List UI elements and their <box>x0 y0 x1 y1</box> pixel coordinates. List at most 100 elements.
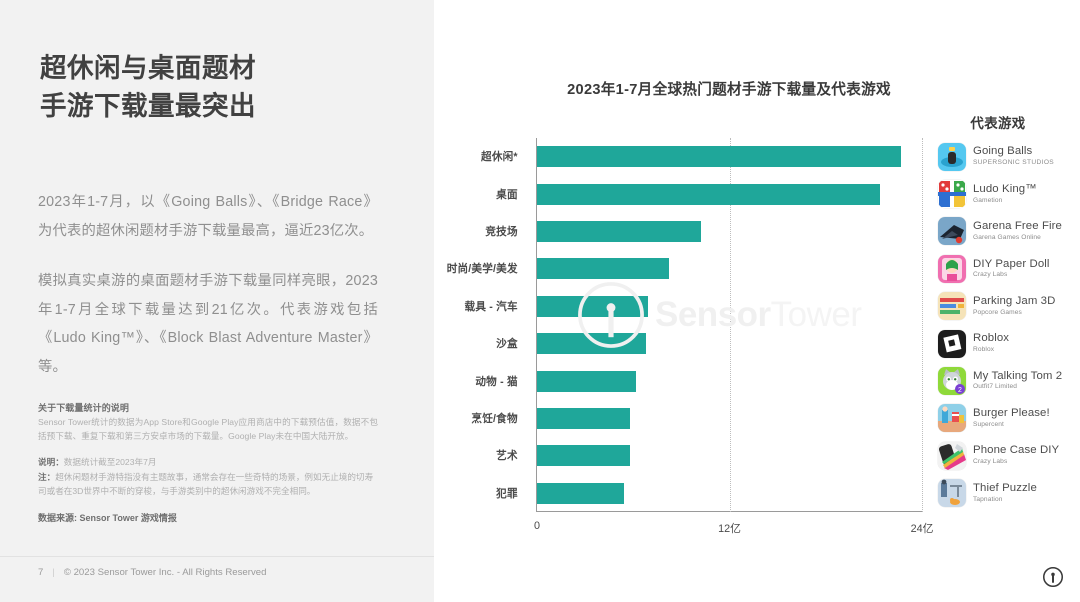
game-meta: Burger Please! Supercent <box>973 407 1050 430</box>
game-publisher: Gametion <box>973 196 1003 204</box>
game-name: DIY Paper Doll <box>973 257 1050 270</box>
chart-title: 2023年1-7月全球热门题材手游下载量及代表游戏 <box>567 82 891 98</box>
games-panel-title: 代表游戏 <box>970 116 1026 131</box>
footnote-heading: 关于下载量统计的说明 <box>38 403 130 413</box>
game-publisher: Outfit7 Limited <box>973 383 1018 391</box>
x-axis-tick-label: 12亿 <box>718 523 741 535</box>
bar <box>537 370 637 392</box>
game-name: Burger Please! <box>973 407 1050 420</box>
game-name: Going Balls <box>973 145 1033 158</box>
game-publisher: Popcore Games <box>973 308 1022 316</box>
footnote-spacer <box>38 444 378 455</box>
games-list: Going Balls SUPERSONIC STUDIOS Ludo King™ G… <box>938 138 1080 512</box>
game-meta: Ludo King™ Gametion <box>973 183 1037 206</box>
bar-row: 沙盒 <box>496 325 922 362</box>
bar-category-label: 艺术 <box>496 450 518 463</box>
game-name: Ludo King™ <box>973 182 1037 195</box>
my-talking-tom-2-icon: 2 <box>938 367 966 396</box>
sensor-tower-logo-icon <box>1042 566 1064 588</box>
headline-line-1: 超休闲与桌面题材 <box>40 53 256 83</box>
svg-text:2: 2 <box>958 387 962 394</box>
bar-row: 时尚/美学/美发 <box>447 250 922 287</box>
bar-category-label: 竞技场 <box>485 225 518 238</box>
going-balls-icon <box>938 142 966 171</box>
summary-paragraph-2: 模拟真实桌游的桌面题材手游下载量同样亮眼，2023年1-7月全球下载量达到21亿… <box>38 273 378 375</box>
game-list-item[interactable]: DIY Paper Doll Crazy Labs <box>938 250 1080 287</box>
game-meta: Roblox Roblox <box>973 332 1009 355</box>
footnote-line-1-text: 数据统计截至2023年7月 <box>63 457 157 468</box>
game-meta: Garena Free Fire Garena Games Online <box>973 220 1062 243</box>
bar-category-label: 时尚/美学/美发 <box>446 263 518 276</box>
bar <box>537 445 631 467</box>
game-list-item[interactable]: Going Balls SUPERSONIC STUDIOS <box>938 138 1080 175</box>
bar <box>537 258 669 280</box>
game-meta: Thief Puzzle Tapnation <box>973 482 1037 505</box>
parking-jam-3d-icon <box>938 292 966 321</box>
footer: 7 | © 2023 Sensor Tower Inc. - All Right… <box>38 567 266 578</box>
game-list-item[interactable]: Roblox Roblox <box>938 325 1080 362</box>
game-name: Parking Jam 3D <box>973 294 1056 307</box>
game-publisher: Crazy Labs <box>973 458 1008 466</box>
bar-category-label: 动物 - 猫 <box>475 375 518 388</box>
game-publisher: Tapnation <box>973 495 1003 503</box>
bar-category-label: 犯罪 <box>496 487 518 500</box>
bar-row: 超休闲* <box>481 138 922 175</box>
bar <box>537 220 701 242</box>
game-name: Garena Free Fire <box>973 220 1062 233</box>
footnotes-block: 关于下载量统计的说明 Sensor Tower统计的数据为App Store和G… <box>38 401 378 524</box>
game-publisher: SUPERSONIC STUDIOS <box>973 159 1055 167</box>
x-axis-tick-label: 0 <box>533 520 541 532</box>
game-list-item[interactable]: Phone Case DIY Crazy Labs <box>938 437 1080 474</box>
footer-divider <box>0 556 434 557</box>
game-list-item[interactable]: Parking Jam 3D Popcore Games <box>938 288 1080 325</box>
game-list-item[interactable]: 2 My Talking Tom 2 Outfit7 Limited <box>938 362 1080 399</box>
burger-please-icon <box>938 404 966 433</box>
summary-paragraph-1: 2023年1-7月，以《Going Balls》、《Bridge Race》为代… <box>38 194 378 239</box>
diy-paper-doll-icon <box>938 254 966 283</box>
bar <box>537 407 631 429</box>
bar-row: 犯罪 <box>496 475 922 512</box>
bar-row: 桌面 <box>496 175 922 212</box>
game-name: Thief Puzzle <box>973 481 1037 494</box>
game-name: My Talking Tom 2 <box>973 369 1063 382</box>
bar <box>537 482 624 504</box>
game-list-item[interactable]: Thief Puzzle Tapnation <box>938 475 1080 512</box>
footnote-line-1: 说明：数据统计截至2023年7月 <box>38 455 378 469</box>
summary-text: 2023年1-7月，以《Going Balls》、《Bridge Race》为代… <box>38 188 378 382</box>
phone-case-diy-icon <box>938 441 966 470</box>
bar-row: 竞技场 <box>485 213 922 250</box>
game-list-item[interactable]: Garena Free Fire Garena Games Online <box>938 213 1080 250</box>
bar-category-label: 载具 - 汽车 <box>464 300 518 313</box>
bar-category-label: 沙盒 <box>496 338 518 351</box>
bar-category-label: 桌面 <box>496 188 518 201</box>
bar-row: 艺术 <box>496 437 922 474</box>
page-number: 7 <box>38 567 44 578</box>
game-list-item[interactable]: Ludo King™ Gametion <box>938 175 1080 212</box>
footnote-line-2-text: 超休闲题材手游特指没有主题故事，通常会存在一些奇特的场景，例如无止境的切寿司或者… <box>38 471 374 497</box>
y-axis-line <box>536 138 538 512</box>
copyright-text: © 2023 Sensor Tower Inc. - All Rights Re… <box>63 567 267 578</box>
footnote-line-2: 注：超休闲题材手游特指没有主题故事，通常会存在一些奇特的场景，例如无止境的切寿司… <box>38 470 378 499</box>
game-publisher: Roblox <box>973 346 995 354</box>
bar <box>537 183 881 205</box>
footnote-line-2-label: 注： <box>38 471 56 482</box>
chart-games-separator <box>922 138 923 512</box>
footnote-line-1-label: 说明： <box>38 457 64 468</box>
footnote-body: Sensor Tower统计的数据为App Store和Google Play应… <box>38 417 378 442</box>
roblox-icon <box>938 329 966 358</box>
bar <box>537 333 647 355</box>
bar-row: 烹饪/食物 <box>471 400 922 437</box>
game-publisher: Supercent <box>973 420 1004 428</box>
bar-row: 载具 - 汽车 <box>465 288 922 325</box>
bar-category-label: 超休闲* <box>481 151 518 164</box>
bar <box>537 146 902 168</box>
game-list-item[interactable]: Burger Please! Supercent <box>938 400 1080 437</box>
x-axis-line <box>536 511 922 512</box>
game-name: Roblox <box>973 332 1010 345</box>
headline-line-2: 手游下载量最突出 <box>40 90 256 121</box>
game-meta: DIY Paper Doll Crazy Labs <box>973 258 1050 281</box>
left-text-panel: 超休闲与桌面题材 手游下载量最突出 2023年1-7月，以《Going Ball… <box>0 0 434 602</box>
garena-free-fire-icon <box>938 217 966 246</box>
game-meta: Parking Jam 3D Popcore Games <box>973 295 1055 318</box>
